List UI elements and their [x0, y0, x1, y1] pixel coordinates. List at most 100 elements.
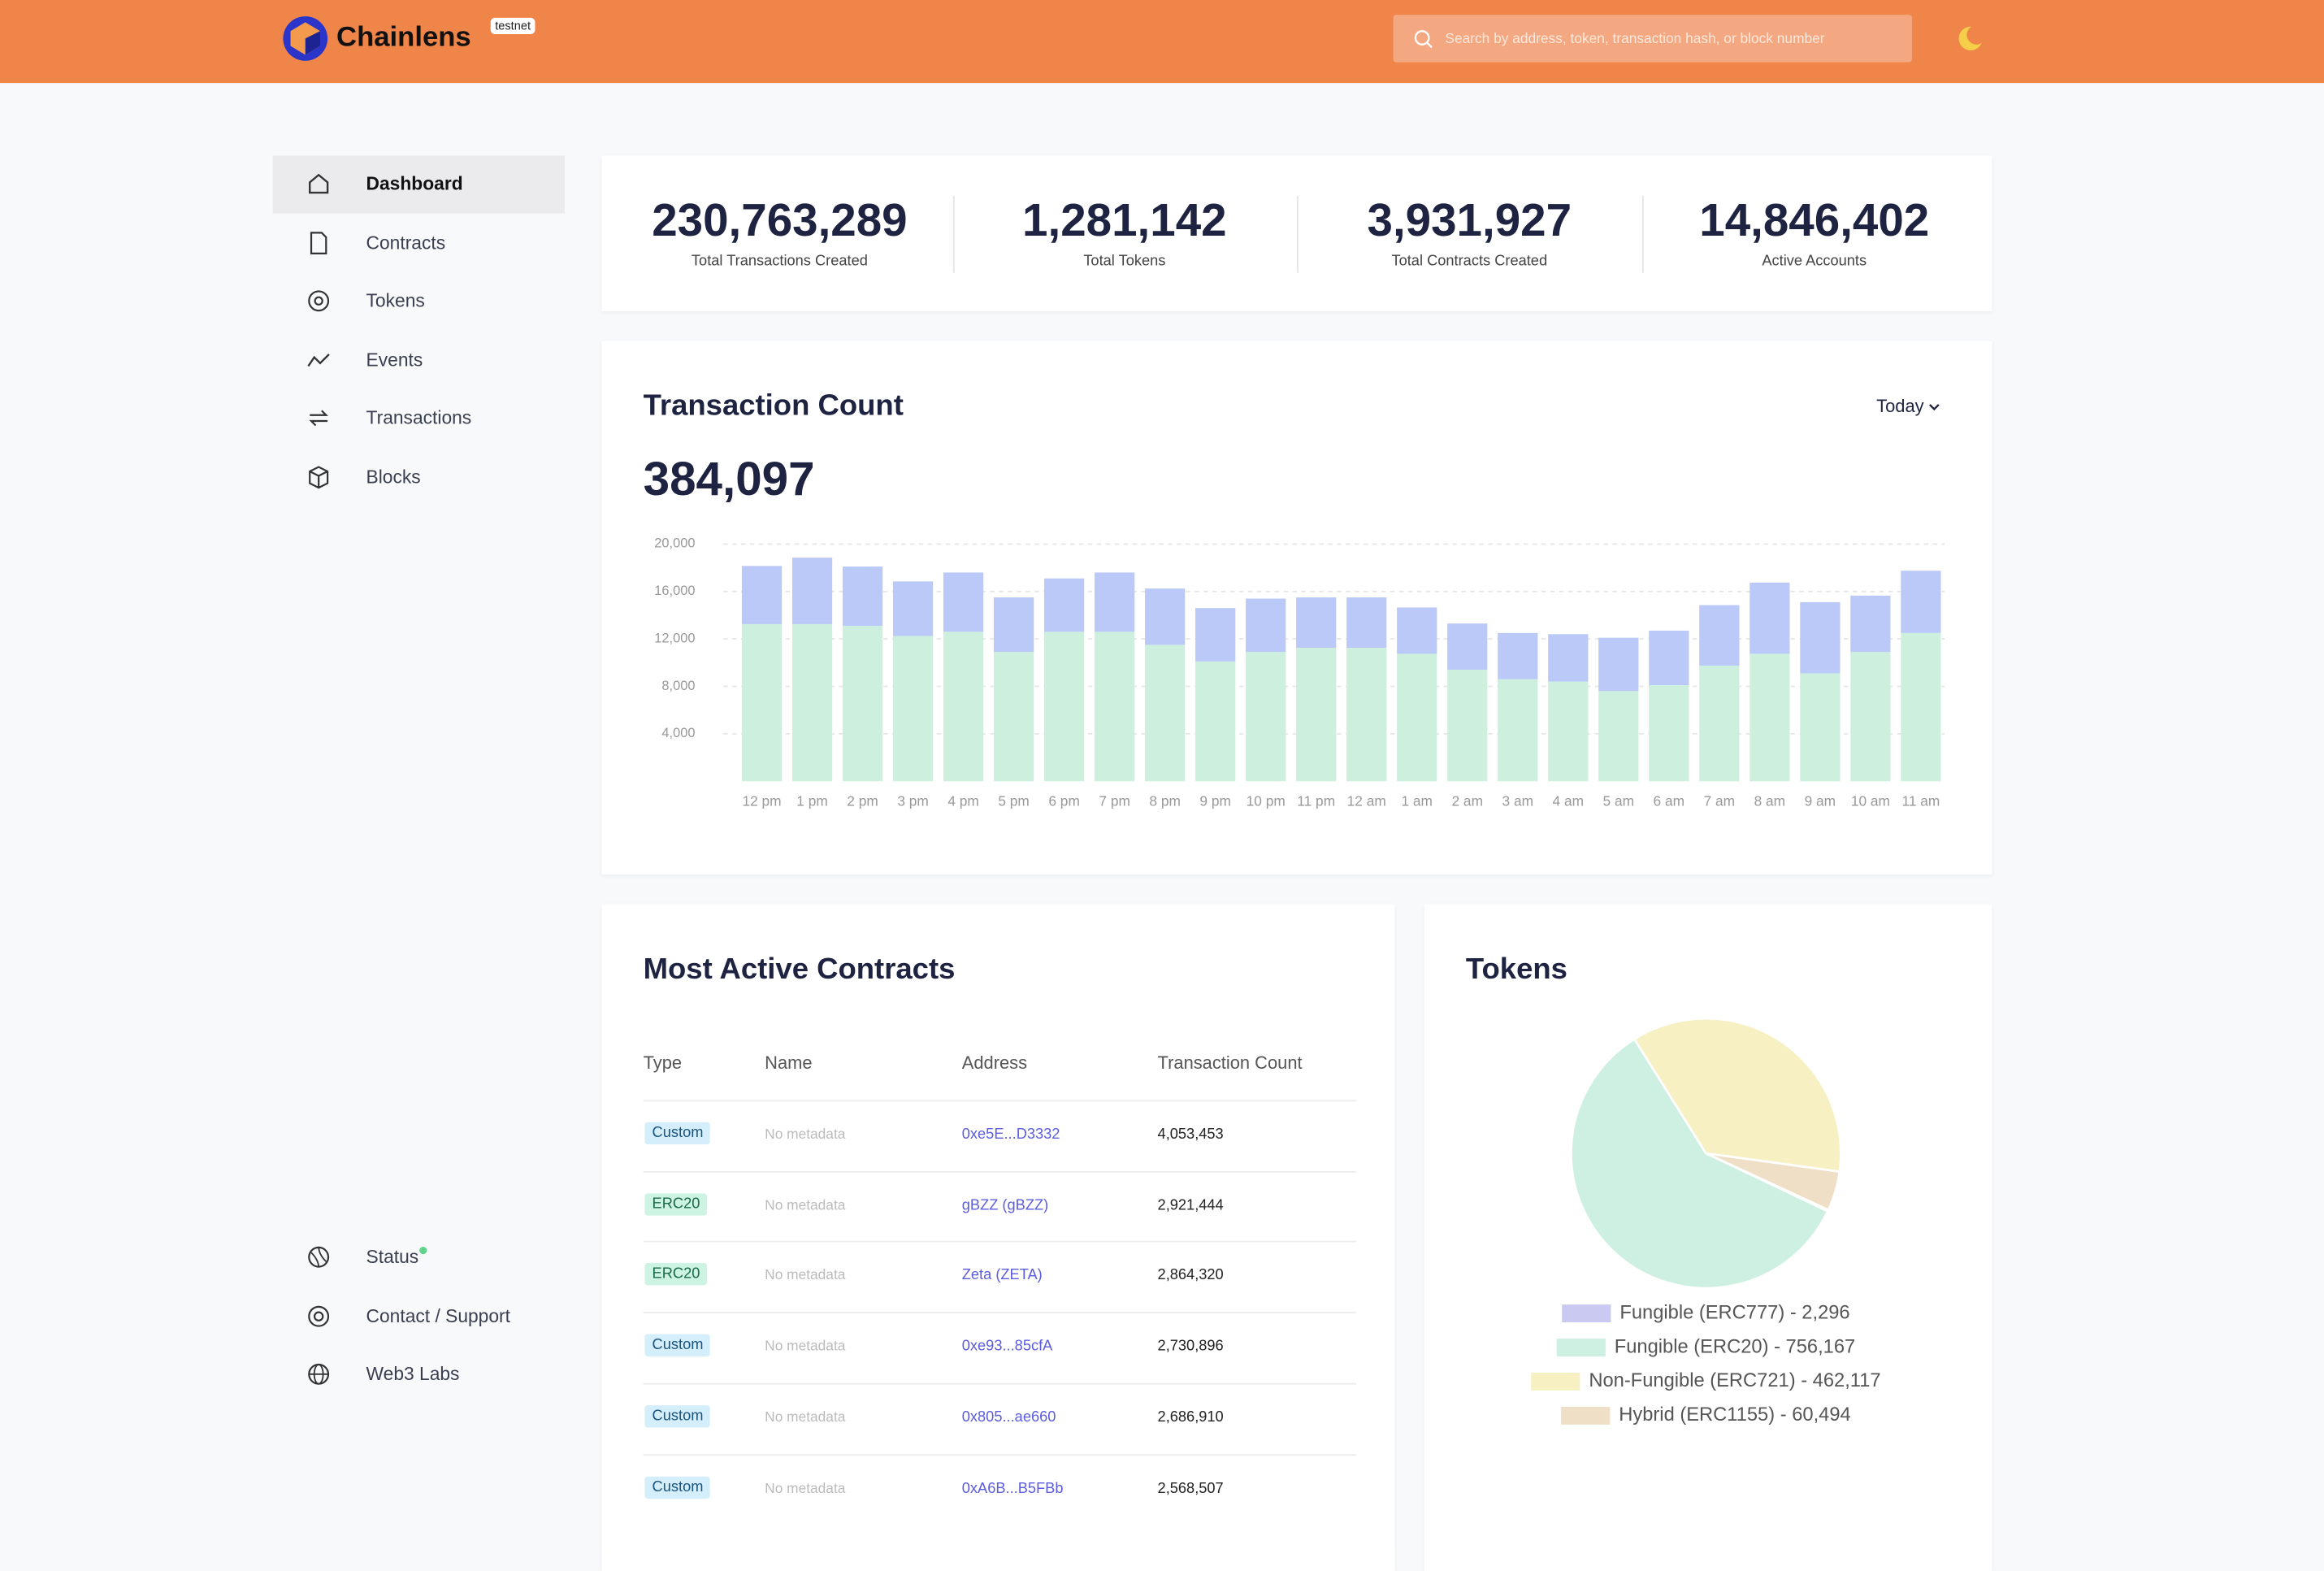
chart-title: Transaction Count [643, 389, 904, 423]
bar-segment [1447, 670, 1488, 782]
nav-label: Tokens [366, 290, 425, 312]
pie-slice [1705, 1152, 1841, 1212]
bar-segment [892, 636, 934, 782]
address-link[interactable]: gBZZ (gBZZ) [961, 1197, 1049, 1214]
bar-segment [993, 652, 1034, 782]
name: No metadata [765, 1339, 846, 1356]
column-header: Name [765, 1052, 813, 1074]
bar-segment [1346, 597, 1387, 649]
bar-segment [741, 623, 783, 782]
x-tick-label: 10 am [1851, 792, 1890, 809]
bar-segment [791, 558, 833, 624]
nav-label: Contracts [366, 232, 446, 253]
tx-count: 2,730,896 [1157, 1339, 1224, 1356]
row-divider [643, 1170, 1356, 1173]
nav-icon [307, 353, 330, 367]
bar-segment [741, 566, 783, 624]
legend-label: Fungible (ERC20) - 756,167 [1615, 1336, 1855, 1357]
pie-slice [1570, 1037, 1830, 1290]
address-link[interactable]: Zeta (ZETA) [961, 1268, 1043, 1285]
x-tick-label: 2 pm [847, 792, 878, 809]
theme-toggle[interactable] [1957, 25, 1984, 52]
bar-segment [1246, 652, 1286, 782]
x-tick-label: 11 am [1901, 792, 1940, 809]
x-tick-label: 1 pm [796, 792, 827, 809]
chevron [1929, 404, 1940, 411]
type-badge: Custom [644, 1334, 711, 1357]
legend-swatch [1562, 1304, 1611, 1323]
bar-segment [842, 626, 883, 782]
period-select[interactable]: Today [1876, 396, 1940, 417]
x-tick-label: 9 pm [1199, 792, 1230, 809]
bar-segment [1498, 679, 1538, 782]
stat-value: 1,281,142 [1022, 193, 1227, 246]
bar-segment [1296, 597, 1337, 649]
search-box[interactable]: Search by address, token, transaction ha… [1393, 15, 1912, 63]
name: No metadata [765, 1126, 846, 1144]
legend-swatch [1561, 1406, 1611, 1425]
tokens-title: Tokens [1465, 953, 1567, 986]
type-badge: Custom [644, 1404, 711, 1428]
x-tick-label: 11 pm [1297, 792, 1335, 809]
x-tick-label: 5 am [1603, 792, 1635, 809]
nav-item[interactable]: Events [273, 332, 565, 389]
nav-icon [310, 231, 327, 254]
nav-label: Events [366, 349, 423, 371]
type-badge: ERC20 [644, 1192, 708, 1216]
bar-segment [943, 631, 984, 782]
logo [283, 16, 328, 61]
brand: Chainlens [336, 22, 471, 54]
badge: testnet [490, 17, 535, 34]
x-tick-label: 7 am [1704, 792, 1736, 809]
name: No metadata [765, 1197, 846, 1214]
address-link[interactable]: 0x805...ae660 [961, 1409, 1056, 1426]
stat-label: Total Transactions Created [691, 253, 868, 270]
nav-icon [309, 465, 329, 488]
bar-segment [1699, 665, 1740, 782]
tx-count: 2,568,507 [1157, 1480, 1224, 1497]
x-tick-label: 2 am [1452, 792, 1484, 809]
top-bar: Chainlens testnet Search by address, tok… [0, 0, 2324, 84]
bar-segment [1800, 673, 1841, 782]
x-tick-label: 4 pm [947, 792, 979, 809]
bar-segment [1397, 653, 1437, 782]
bar-segment [1397, 607, 1437, 654]
nav-item[interactable]: Dashboard [272, 155, 565, 214]
x-tick-label: 8 pm [1149, 792, 1180, 809]
nav-icon [309, 410, 328, 427]
address-link[interactable]: 0xe5E...D3332 [961, 1126, 1060, 1144]
y-tick-label: 4,000 [661, 726, 695, 740]
bar-segment [1195, 608, 1236, 662]
row-divider [643, 1241, 1356, 1243]
contracts-card: Most Active Contracts Type Name Address Tra… [601, 904, 1395, 1571]
x-tick-label: 10 pm [1247, 792, 1286, 809]
nav-item[interactable]: Transactions [273, 390, 565, 448]
bar-segment [1498, 632, 1538, 679]
nav-icon [308, 1304, 330, 1326]
nav-item[interactable]: Tokens [273, 273, 565, 331]
nav-label: Blocks [366, 466, 421, 488]
x-tick-label: 6 am [1654, 792, 1685, 809]
tx-count: 2,686,910 [1157, 1409, 1224, 1426]
legend-swatch [1556, 1339, 1606, 1356]
column-header: Type [643, 1052, 683, 1074]
nav-item[interactable]: Blocks [273, 449, 565, 506]
stat-value: 3,931,927 [1367, 193, 1572, 246]
nav-icon [308, 290, 330, 312]
stats-card: 230,763,289 Total Transactions Created 1,2… [601, 155, 1992, 312]
nav-item[interactable]: Contact / Support [273, 1287, 565, 1345]
address-link[interactable]: 0xA6B...B5FBb [961, 1480, 1064, 1497]
total-count: 384,097 [643, 452, 815, 506]
name: No metadata [765, 1480, 846, 1497]
nav-item[interactable]: Contracts [273, 215, 565, 272]
nav-item[interactable]: Web3 Labs [273, 1346, 565, 1404]
nav-icon [309, 173, 329, 194]
bar-segment [842, 566, 883, 627]
stat-label: Total Tokens [1083, 253, 1166, 270]
bar-segment [1145, 588, 1186, 645]
x-tick-label: 3 am [1502, 792, 1534, 809]
nav-item[interactable]: Status [273, 1229, 565, 1287]
row-divider [643, 1312, 1356, 1314]
address-link[interactable]: 0xe93...85cfA [961, 1339, 1053, 1356]
